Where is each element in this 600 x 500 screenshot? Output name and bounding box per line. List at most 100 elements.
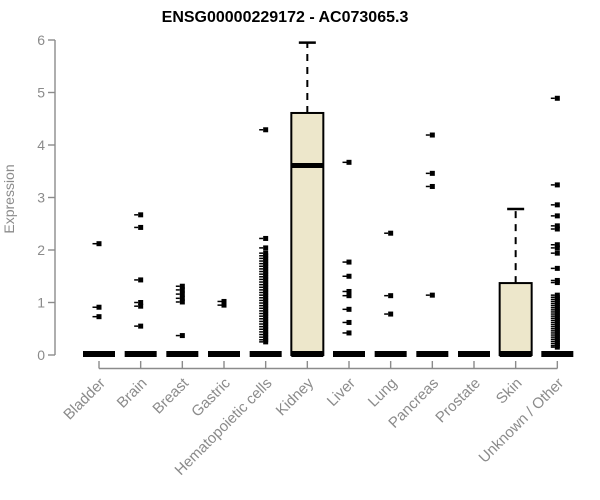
outlier-point — [96, 241, 102, 247]
y-tick-label: 4 — [37, 137, 45, 153]
outlier-point — [429, 183, 435, 189]
outlier-point — [554, 223, 560, 229]
outlier-point — [263, 295, 269, 301]
zero-bar-skin — [499, 351, 532, 357]
outlier-point — [429, 292, 435, 298]
outlier-point — [263, 279, 269, 285]
chart-title: ENSG00000229172 - AC073065.3 — [162, 9, 409, 26]
outlier-point — [263, 326, 269, 332]
box-kidney — [290, 111, 325, 356]
outlier-point — [263, 318, 269, 324]
outlier-point — [221, 302, 227, 308]
zero-bar-prostate — [457, 351, 490, 357]
zero-bar-kidney — [291, 351, 324, 357]
outlier-point — [346, 293, 352, 299]
x-tick-label: Brain — [114, 375, 151, 412]
outlier-point — [263, 329, 269, 335]
outlier-point — [346, 259, 352, 265]
outlier-point — [263, 313, 269, 319]
outlier-point — [429, 170, 435, 176]
y-tick-label: 1 — [37, 295, 45, 311]
outlier-point — [221, 298, 227, 304]
y-tick-label: 2 — [37, 242, 45, 258]
outlier-point — [263, 284, 269, 290]
x-tick-label: Liver — [324, 375, 359, 410]
zero-bar-breast — [166, 351, 199, 357]
outlier-point — [554, 242, 560, 248]
outlier-point — [346, 319, 352, 325]
outlier-point — [263, 316, 269, 322]
outlier-point — [554, 280, 560, 286]
outlier-point — [346, 288, 352, 294]
zero-bar-lung — [374, 351, 407, 357]
outlier-point — [554, 250, 560, 256]
outlier-point — [263, 235, 269, 241]
outlier-point — [554, 226, 560, 232]
outlier-point — [263, 269, 269, 275]
y-axis-label: Expression — [1, 164, 17, 233]
outlier-point — [263, 250, 269, 256]
y-tick-label: 6 — [37, 32, 45, 48]
outlier-point — [263, 263, 269, 269]
outlier-point — [263, 276, 269, 282]
outlier-point — [554, 213, 560, 219]
outlier-point — [263, 321, 269, 327]
y-tick-label: 3 — [37, 190, 45, 206]
outlier-point — [263, 324, 269, 330]
zero-bar-unknown-other — [541, 351, 574, 357]
zero-bar-gastric — [207, 351, 240, 357]
outlier-point — [179, 287, 185, 293]
outlier-point — [263, 274, 269, 280]
outlier-point — [263, 305, 269, 311]
y-tick-label: 0 — [37, 347, 45, 363]
outlier-point — [346, 306, 352, 312]
outlier-point — [179, 299, 185, 305]
outlier-point — [388, 311, 394, 317]
outlier-point — [263, 303, 269, 309]
outlier-point — [179, 333, 185, 339]
outlier-point — [263, 255, 269, 261]
outlier-point — [263, 245, 269, 251]
outlier-point — [263, 339, 269, 345]
outlier-point — [554, 265, 560, 271]
outlier-point — [429, 132, 435, 138]
outlier-point — [138, 303, 144, 309]
outlier-point — [263, 253, 269, 259]
outlier-point — [388, 230, 394, 236]
outlier-point — [263, 127, 269, 133]
outlier-point — [263, 297, 269, 303]
outlier-point — [179, 295, 185, 301]
outlier-point — [263, 332, 269, 338]
outlier-point — [346, 273, 352, 279]
y-tick-label: 5 — [37, 85, 45, 101]
zero-bar-brain — [124, 351, 157, 357]
outlier-point — [263, 311, 269, 317]
outlier-point — [263, 308, 269, 314]
zero-bar-pancreas — [416, 351, 449, 357]
outlier-point — [96, 304, 102, 310]
outlier-point — [263, 292, 269, 298]
x-tick-label: Kidney — [273, 374, 318, 419]
outlier-point — [138, 323, 144, 329]
outlier-point — [263, 282, 269, 288]
outlier-point — [554, 202, 560, 208]
outlier-point — [263, 258, 269, 264]
outlier-point — [138, 277, 144, 283]
outlier-point — [138, 224, 144, 230]
x-tick-label: Prostate — [432, 375, 484, 427]
x-tick-label: Skin — [493, 375, 526, 408]
x-tick-label: Bladder — [60, 375, 109, 424]
box-skin — [498, 282, 533, 357]
outlier-point — [554, 95, 560, 101]
x-tick-label: Lung — [365, 375, 401, 411]
outlier-point — [554, 344, 560, 350]
outlier-point — [263, 290, 269, 296]
outlier-point — [263, 287, 269, 293]
outlier-point — [263, 261, 269, 267]
zero-bar-hematopoietic-cells — [249, 351, 282, 357]
outlier-point — [263, 300, 269, 306]
outlier-point — [346, 159, 352, 165]
